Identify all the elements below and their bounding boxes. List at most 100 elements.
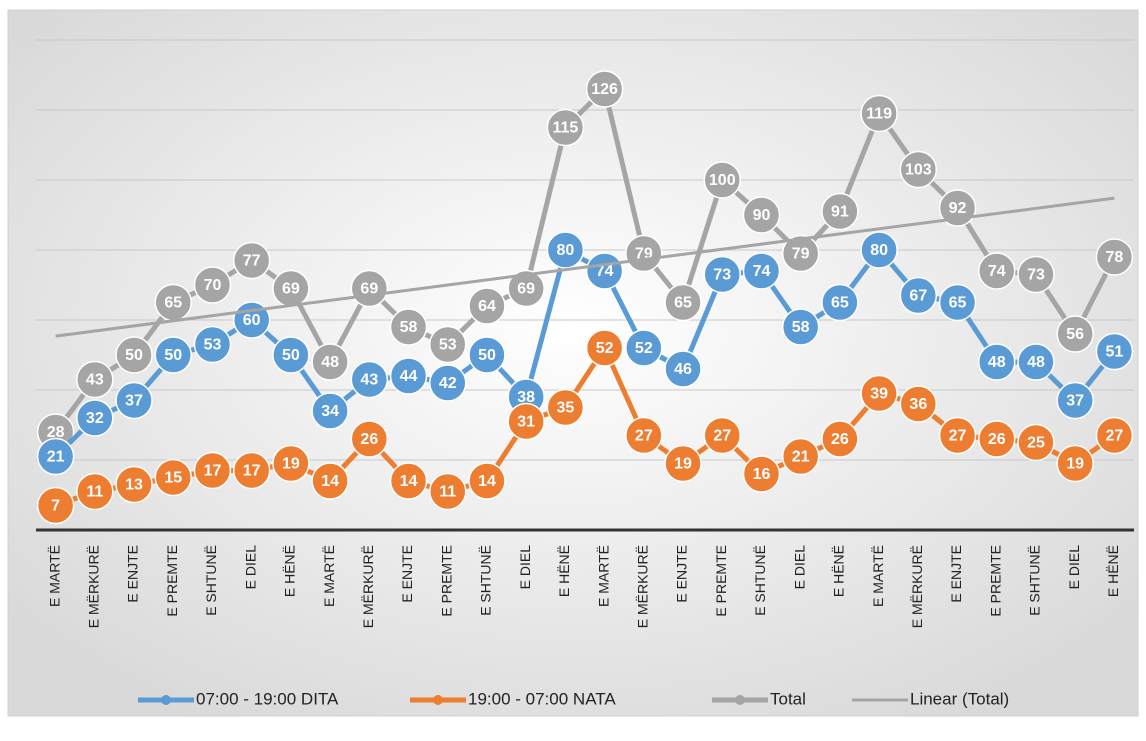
x-tick-label: E PREMTE [164,545,180,617]
data-point [389,308,428,346]
data-label: 58 [400,319,418,336]
data-label: 19 [674,456,692,473]
data-label: 26 [988,431,1006,448]
data-point [272,444,310,483]
x-tick-label: E MËRKURË [360,545,376,628]
data-point [1095,238,1134,276]
data-label: 11 [439,484,456,501]
data-point [664,283,702,322]
data-label: 27 [635,428,653,445]
data-point [938,283,977,322]
data-point [978,420,1016,458]
data-point [76,360,114,399]
x-tick-label: E HËNË [282,545,298,597]
data-label: 53 [204,337,222,354]
data-point [389,357,428,395]
data-label: 31 [517,414,535,431]
data-label: 7 [51,498,60,515]
data-point [703,161,741,199]
data-point [1017,343,1055,381]
data-label: 26 [360,431,378,448]
data-label: 38 [517,389,535,406]
data-point [1017,423,1055,462]
data-label: 19 [1066,456,1084,473]
x-tick-label: E MARTË [870,545,886,607]
data-point [232,451,271,490]
legend-marker [433,695,443,705]
x-tick-label: E MARTË [321,545,337,607]
data-point [36,486,75,525]
data-point [860,374,898,413]
data-point [468,462,506,500]
x-tick-label: E ENJTE [674,545,690,603]
data-label: 14 [400,473,418,490]
data-label: 48 [988,354,1006,371]
data-point [821,420,859,458]
x-tick-label: E MËRKURË [86,545,102,628]
data-label: 74 [988,263,1006,280]
data-label: 52 [596,340,614,357]
x-tick-label: E SHTUNË [478,545,494,616]
data-label: 37 [125,393,143,410]
data-label: 65 [831,295,849,312]
data-label: 28 [47,424,65,441]
x-tick-label: E HËNË [831,545,847,597]
data-label: 15 [164,470,182,487]
data-label: 43 [86,372,104,389]
data-point [625,234,663,273]
data-point [899,276,938,315]
x-tick-label: E MËRKURË [909,545,925,628]
series-line [54,345,1116,508]
x-tick-label: E ENJTE [399,545,415,603]
data-label: 50 [478,347,496,364]
data-label: 74 [596,263,614,280]
legend-marker [161,695,171,705]
data-label: 50 [282,347,300,364]
trendline [55,196,1115,338]
data-label: 13 [125,477,143,494]
data-point [899,385,938,423]
data-label: 27 [1105,428,1123,445]
data-label: 65 [949,295,967,312]
data-point [781,308,820,346]
data-label: 80 [556,242,574,259]
data-label: 79 [792,246,810,263]
legend-label: Total [770,689,806,708]
x-tick-label: E DIEL [791,545,807,590]
data-label: 48 [321,354,339,371]
data-point [468,336,506,374]
data-label: 19 [282,456,300,473]
data-label: 36 [909,396,927,413]
x-tick-label: E PREMTE [713,545,729,617]
data-label: 65 [674,295,692,312]
data-label: 25 [1027,435,1045,452]
data-label: 16 [753,466,771,483]
data-point [703,255,741,294]
data-point [860,94,898,133]
data-label: 69 [282,281,300,298]
x-tick-label: E MARTË [46,545,62,607]
data-label: 48 [1027,354,1045,371]
data-label: 100 [709,172,736,189]
data-point [76,472,114,511]
data-label: 52 [635,340,653,357]
x-tick-label: E SHTUNË [1027,545,1043,616]
legend-marker [735,695,745,705]
x-tick-label: E DIEL [517,545,533,590]
data-label: 50 [164,347,182,364]
data-point [978,252,1016,290]
data-label: 91 [831,204,849,221]
data-point [1056,444,1094,483]
data-point [860,231,898,269]
data-point [546,231,585,269]
data-point [311,392,349,430]
data-point [507,402,545,441]
data-label: 26 [831,431,849,448]
legend-label: 19:00 - 07:00 NATA [468,689,616,708]
data-point [36,437,75,476]
data-label: 34 [321,403,339,420]
data-point [664,444,702,483]
data-label: 115 [552,120,578,137]
data-point [938,416,977,455]
